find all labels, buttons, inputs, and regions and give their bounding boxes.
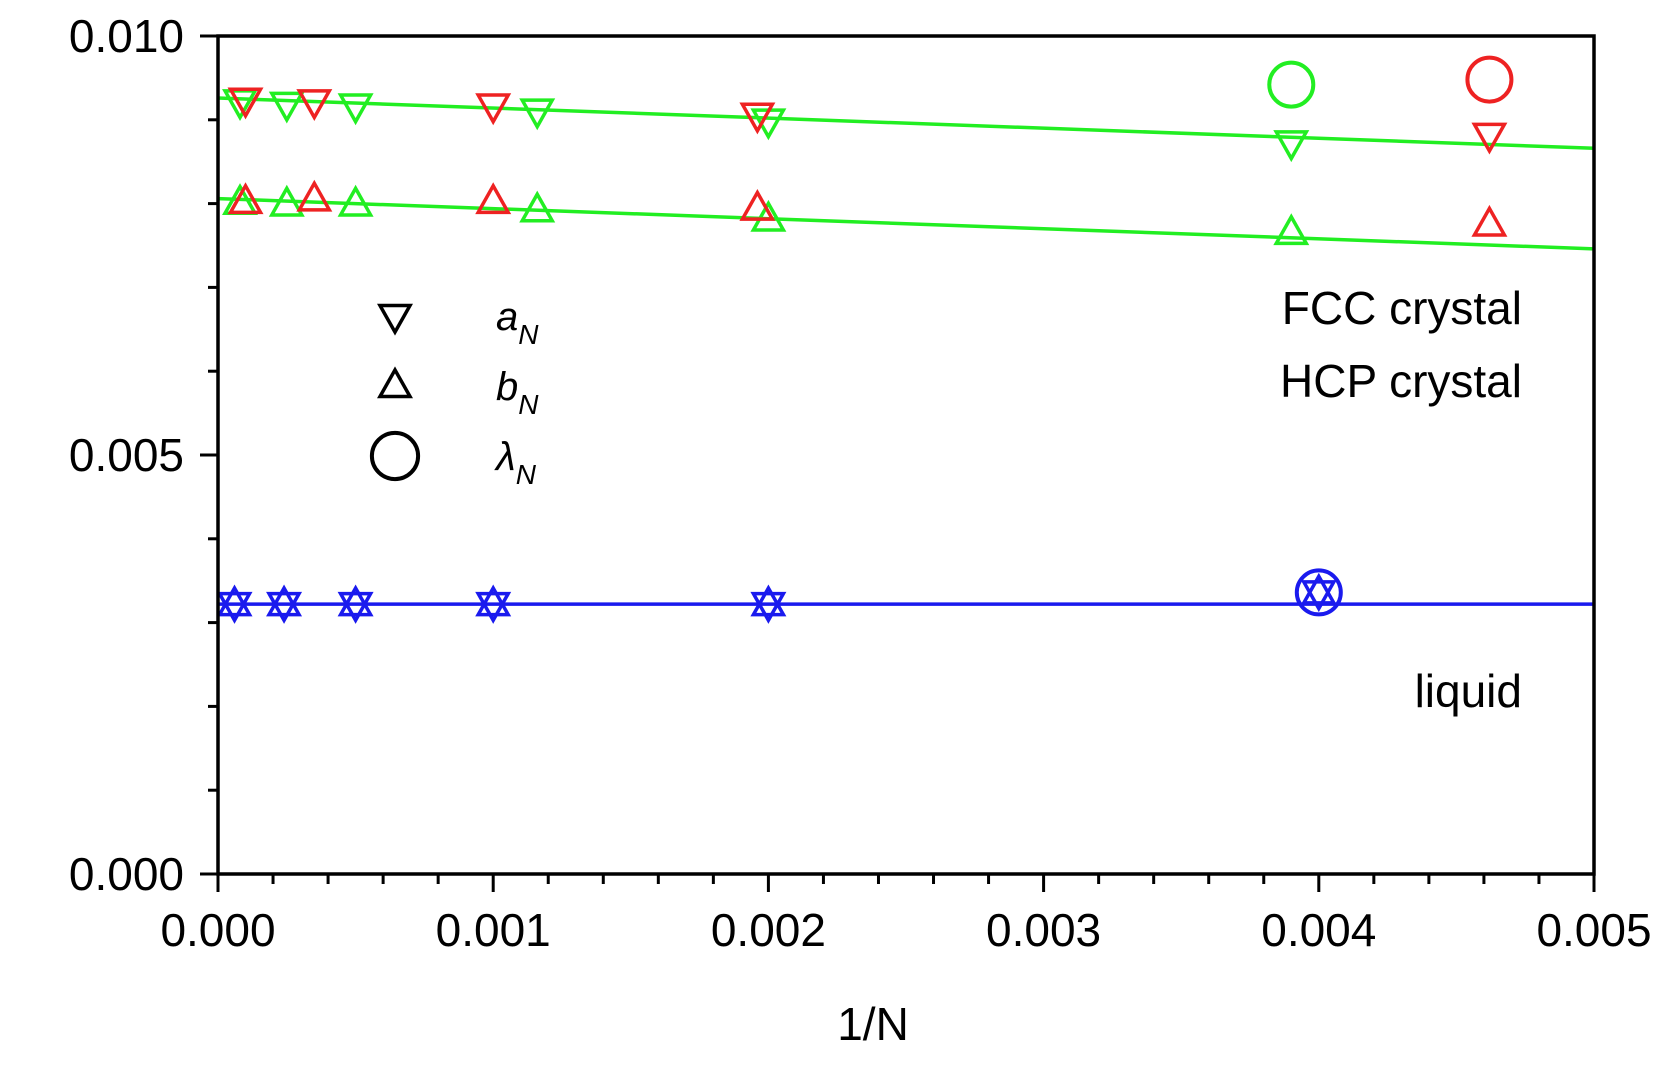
annotation-fcc-crystal: FCC crystal: [1282, 282, 1522, 334]
annotation-liquid: liquid: [1415, 665, 1522, 717]
data-point-hcp-triangle-down: [1471, 122, 1508, 155]
x-tick-label: 0.001: [436, 904, 551, 956]
data-point-liquid-triangle-up: [1300, 572, 1337, 605]
data-point-hcp-triangle-up: [227, 182, 264, 215]
x-tick-label: 0.002: [711, 904, 826, 956]
data-point-hcp-triangle-up: [296, 179, 333, 212]
y-tick-label: 0.005: [69, 429, 184, 481]
legend: aN bN λN: [369, 295, 539, 490]
data-point-liquid-triangle-down: [750, 591, 787, 624]
data-point-fcc-triangle-down: [337, 93, 374, 126]
x-tick-label: 0.000: [160, 904, 275, 956]
data-point-liquid-circle: [1294, 568, 1343, 617]
x-tick-label: 0.005: [1536, 904, 1651, 956]
data-point-fcc-triangle-down: [1273, 130, 1310, 163]
data-point-liquid-triangle-down: [1300, 580, 1337, 613]
data-point-hcp-triangle-down: [227, 87, 264, 120]
fit-line-fcc-0: [217, 96, 1595, 151]
data-point-liquid-triangle-down: [216, 591, 253, 624]
data-point-liquid-triangle-up: [475, 584, 512, 617]
data-point-fcc-triangle-down: [268, 91, 305, 124]
plot-frame: [216, 34, 1596, 876]
fit-line-fcc-1: [217, 196, 1595, 251]
data-point-fcc-circle: [1267, 60, 1316, 109]
x-tick-label: 0.003: [986, 904, 1101, 956]
legend-label: bN: [496, 365, 539, 420]
data-point-fcc-triangle-down: [519, 98, 556, 131]
data-point-liquid-triangle-down: [475, 591, 512, 624]
series-fcc-lambda-n: [1267, 60, 1316, 109]
fit-lines: [217, 96, 1595, 606]
axes: [200, 34, 1596, 892]
data-point-liquid-triangle-down: [337, 591, 374, 624]
data-point-liquid-triangle-up: [216, 584, 253, 617]
series-liquid-b-n: [216, 572, 1337, 617]
series-liquid-lambda-n: [1294, 568, 1343, 617]
series-hcp-a-n: [227, 87, 1508, 155]
data-point-hcp-circle: [1465, 55, 1514, 104]
x-axis-title: 1/N: [837, 998, 909, 1050]
legend-marker-triangle-up: [377, 366, 413, 399]
data-points: [216, 55, 1514, 624]
series-liquid-a-n: [216, 580, 1337, 624]
series-fcc-a-n: [222, 89, 1310, 163]
data-point-fcc-triangle-up: [337, 184, 374, 217]
data-point-fcc-triangle-up: [268, 184, 305, 217]
data-point-liquid-triangle-up: [750, 584, 787, 617]
data-point-hcp-triangle-up: [1471, 204, 1508, 237]
data-point-hcp-triangle-down: [296, 89, 333, 122]
data-point-fcc-triangle-up: [1273, 213, 1310, 246]
series-fcc-b-n: [222, 183, 1310, 246]
tick-labels: 0.000 0.001 0.002 0.003 0.004 0.005 0.000 0.005…: [69, 10, 1652, 956]
data-point-fcc-triangle-up: [750, 199, 787, 232]
series-hcp-lambda-n: [1465, 55, 1514, 104]
y-tick-label: 0.000: [69, 848, 184, 900]
data-point-hcp-triangle-up: [475, 182, 512, 215]
annotation-hcp-crystal: HCP crystal: [1280, 355, 1522, 407]
data-point-fcc-triangle-up: [519, 190, 556, 223]
legend-label: aN: [496, 295, 539, 350]
data-point-hcp-triangle-up: [739, 188, 776, 221]
data-point-liquid-triangle-down: [266, 591, 303, 624]
data-point-liquid-triangle-up: [266, 584, 303, 617]
legend-label: λN: [494, 435, 537, 490]
data-point-liquid-triangle-up: [337, 584, 374, 617]
x-tick-label: 0.004: [1261, 904, 1376, 956]
series-hcp-b-n: [227, 179, 1508, 237]
y-tick-label: 0.010: [69, 10, 184, 62]
legend-marker-circle: [369, 430, 421, 482]
legend-marker-triangle-down: [377, 303, 413, 336]
data-point-hcp-triangle-down: [739, 102, 776, 135]
data-point-hcp-triangle-down: [475, 93, 512, 126]
